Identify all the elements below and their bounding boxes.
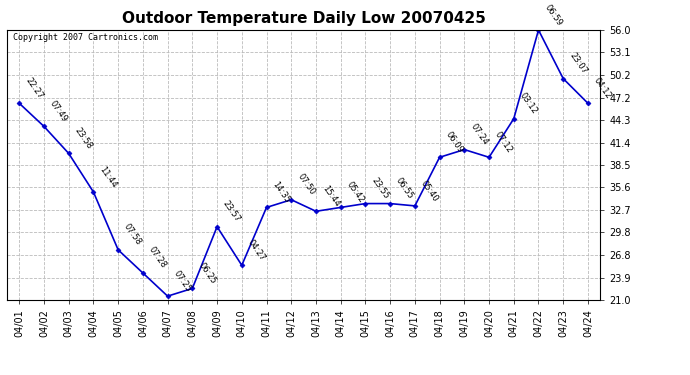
- Text: 11:44: 11:44: [97, 165, 119, 189]
- Text: 04:27: 04:27: [246, 238, 267, 262]
- Text: 07:12: 07:12: [493, 130, 514, 154]
- Text: 07:24: 07:24: [469, 122, 489, 147]
- Text: 07:28: 07:28: [147, 245, 168, 270]
- Text: 23:57: 23:57: [221, 199, 242, 224]
- Text: 07:49: 07:49: [48, 99, 69, 124]
- Text: 06:25: 06:25: [197, 261, 217, 286]
- Text: 07:58: 07:58: [122, 222, 144, 247]
- Text: Copyright 2007 Cartronics.com: Copyright 2007 Cartronics.com: [13, 33, 158, 42]
- Text: 14:35: 14:35: [270, 180, 292, 205]
- Text: Outdoor Temperature Daily Low 20070425: Outdoor Temperature Daily Low 20070425: [121, 11, 486, 26]
- Text: 22:27: 22:27: [23, 76, 44, 100]
- Text: 05:42: 05:42: [345, 180, 366, 205]
- Text: 04:12: 04:12: [592, 76, 613, 100]
- Text: 07:25: 07:25: [172, 268, 193, 293]
- Text: 23:58: 23:58: [73, 126, 94, 151]
- Text: 23:55: 23:55: [370, 176, 391, 201]
- Text: 07:50: 07:50: [295, 172, 317, 197]
- Text: 05:40: 05:40: [419, 178, 440, 203]
- Text: 15:44: 15:44: [320, 184, 341, 209]
- Text: 23:07: 23:07: [567, 51, 589, 76]
- Text: 06:55: 06:55: [394, 176, 415, 201]
- Text: 06:09: 06:09: [444, 130, 465, 154]
- Text: 03:12: 03:12: [518, 91, 539, 116]
- Text: 06:59: 06:59: [542, 3, 564, 27]
